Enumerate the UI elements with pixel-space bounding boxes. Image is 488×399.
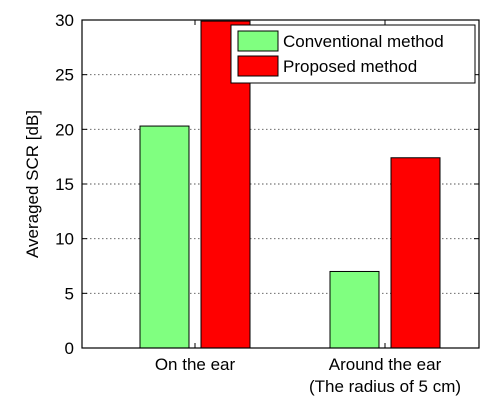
- y-tick-label: 0: [65, 339, 74, 358]
- x-tick-label: (The radius of 5 cm): [309, 377, 461, 396]
- bar-conventional-method-0: [139, 125, 190, 349]
- legend-swatch: [237, 30, 279, 52]
- y-tick-label: 25: [55, 66, 74, 85]
- x-tick-label: Around the ear: [329, 355, 442, 374]
- legend-swatch: [237, 55, 279, 77]
- y-axis-label: Averaged SCR [dB]: [23, 110, 42, 258]
- y-tick-label: 5: [65, 284, 74, 303]
- x-axis-ticks: On the ear Around the ear (The radius of 5…: [155, 20, 461, 396]
- x-tick-label: On the ear: [155, 355, 236, 374]
- y-tick-label: 10: [55, 230, 74, 249]
- y-axis-ticks: 0 5 10 15 20 25 30: [55, 11, 479, 358]
- y-tick-label: 30: [55, 11, 74, 30]
- bar-conventional-method-1: [329, 270, 380, 349]
- legend: Conventional method Proposed method: [230, 24, 476, 84]
- bar-proposed-method-1: [390, 157, 441, 349]
- y-tick-label: 20: [55, 120, 74, 139]
- legend-label: Conventional method: [283, 32, 444, 51]
- y-tick-label: 15: [55, 175, 74, 194]
- bars: [139, 20, 441, 349]
- legend-label: Proposed method: [283, 57, 417, 76]
